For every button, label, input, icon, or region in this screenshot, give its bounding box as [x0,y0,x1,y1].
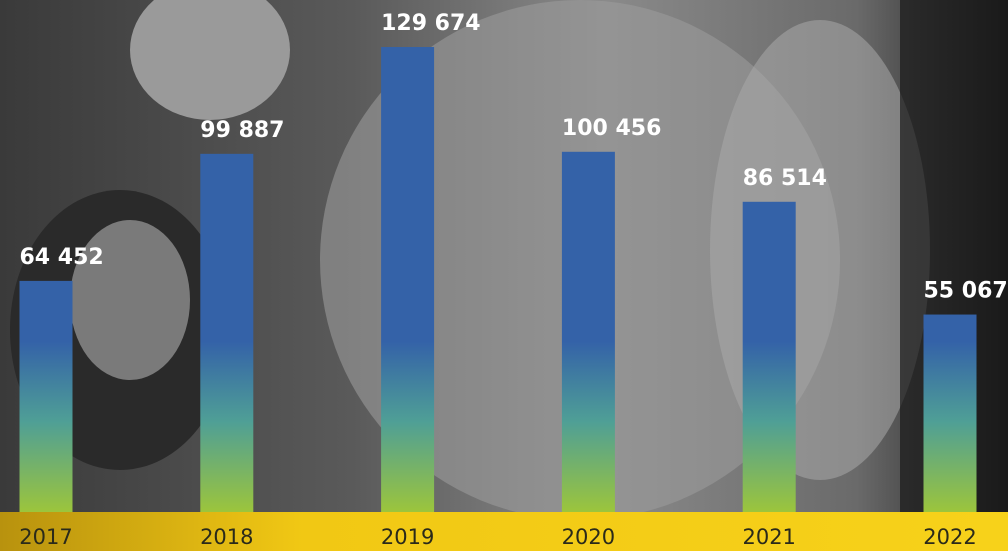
chart: 64 452 2017 99 887 2018 129 674 2019 100 456 20… [0,0,1008,551]
bar [743,202,796,512]
value-label: 86 514 [743,166,827,191]
value-label: 99 887 [200,118,284,143]
x-tick-label: 2022 [923,525,976,549]
value-label: 64 452 [20,245,104,270]
x-tick-label: 2019 [381,525,434,549]
x-tick-label: 2020 [562,525,615,549]
value-label: 100 456 [562,116,662,141]
value-label: 129 674 [381,11,481,36]
bar [381,47,434,512]
bar [562,152,615,512]
bar [200,154,253,512]
x-tick-label: 2021 [742,525,795,549]
page: 64 452 2017 99 887 2018 129 674 2019 100 456 20… [0,0,1008,551]
background-photo [0,0,1008,520]
bar [924,315,977,512]
value-label: 55 067 [924,279,1008,304]
x-tick-label: 2018 [200,525,253,549]
bar [20,281,73,512]
year-strip [0,512,1008,551]
x-tick-label: 2017 [19,525,72,549]
